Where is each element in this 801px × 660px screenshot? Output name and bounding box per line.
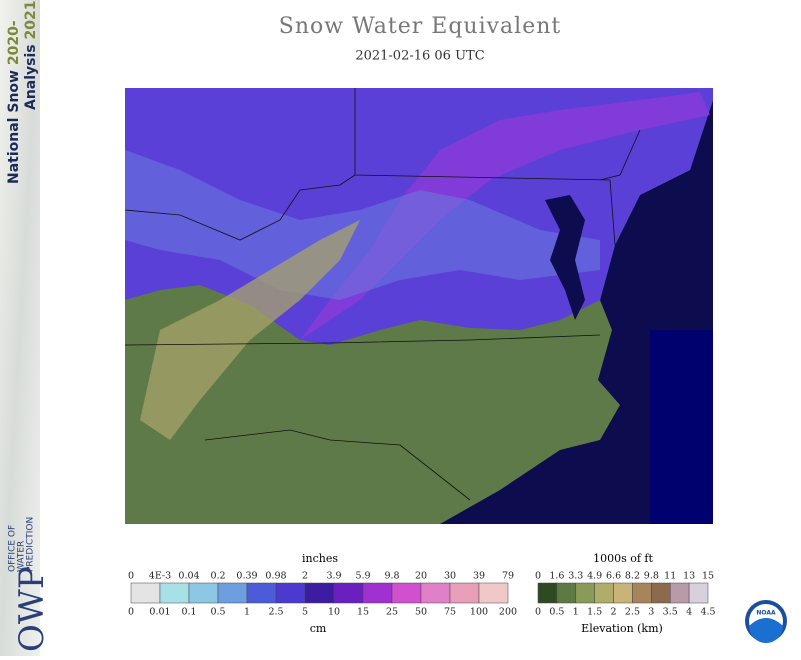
noaa-text: NOAA [756, 610, 776, 617]
org-line: PREDICTION [26, 517, 36, 572]
legend-swatch [449, 582, 480, 604]
legend-label: 5.9 [355, 571, 370, 582]
legend-label: 0 [535, 571, 541, 582]
sidebar-title: Analysis 2021 [23, 1, 39, 110]
legend-label: 0 [128, 571, 134, 582]
legend-label: 3.3 [568, 571, 583, 582]
legend-label: 0.04 [178, 571, 199, 582]
legend-label: 9.8 [384, 571, 399, 582]
legend-label: 50 [415, 607, 427, 618]
legend-label: 2 [611, 607, 617, 618]
legend-label: 0.5 [549, 607, 564, 618]
legend-label: 10 [328, 607, 340, 618]
legend-label: 75 [444, 607, 456, 618]
legend-unit: 1000s of ft [593, 552, 653, 565]
legend-label: 1 [244, 607, 250, 618]
legend-swatch [537, 582, 558, 604]
legend-swatch [632, 582, 652, 604]
legend-label: 20 [415, 571, 427, 582]
legend-swatch [688, 582, 709, 604]
legend-label: 0.2 [210, 571, 225, 582]
legend-label: 13 [683, 571, 695, 582]
legend-swatch [420, 582, 451, 604]
map [124, 88, 713, 524]
legend-label: 3 [648, 607, 654, 618]
legend-label: 6.6 [606, 571, 621, 582]
snow-light [125, 150, 600, 300]
legend-unit: Elevation (km) [581, 622, 663, 635]
legend-label: 11 [664, 571, 676, 582]
bay [545, 195, 585, 320]
legend-label: 100 [470, 607, 488, 618]
owp-logo: OWP [12, 566, 52, 652]
legend-swatch [130, 582, 161, 604]
legend-label: 1 [573, 607, 579, 618]
sidebar-title-line: Analysis [23, 44, 39, 110]
legend-label: 1.5 [587, 607, 602, 618]
legend-label: 2 [302, 571, 308, 582]
legend-label: 200 [499, 607, 517, 618]
legend-swatch [188, 582, 219, 604]
title: Snow Water Equivalent [279, 14, 561, 39]
legend-label: 79 [502, 571, 514, 582]
legend-swatch [391, 582, 422, 604]
noaa-logo: NOAA [745, 600, 787, 643]
legend-swatch [478, 582, 509, 604]
legend-label: 15 [702, 571, 714, 582]
org-name: OFFICE OF WATER PREDICTION [8, 517, 36, 572]
borders [124, 88, 641, 501]
legend-swatch [362, 582, 393, 604]
sidebar-title: National Snow 2020- [6, 20, 22, 184]
legend-label: 0.1 [181, 607, 196, 618]
legend-label: 2.5 [268, 607, 283, 618]
legend-swatch [304, 582, 335, 604]
legend-swatch [159, 582, 190, 604]
legend-label: 0 [535, 607, 541, 618]
sidebar-years: 2020- [6, 20, 22, 65]
sidebar [0, 0, 40, 656]
legend-label: 25 [386, 607, 398, 618]
sidebar-title-line: National Snow [6, 70, 22, 184]
legend-swatch [217, 582, 248, 604]
legend-unit: cm [310, 622, 327, 635]
org-line: OFFICE OF [8, 525, 18, 572]
legend-swatch [556, 582, 577, 604]
legend-label: 5 [302, 607, 308, 618]
subtitle: 2021-02-16 06 UTC [355, 49, 484, 64]
legend-label: 3.5 [663, 607, 678, 618]
snow-heavy [300, 92, 710, 340]
legend-swatch [275, 582, 306, 604]
legend-label: 2.5 [625, 607, 640, 618]
legend-label: 9.8 [644, 571, 659, 582]
legend-swatch [333, 582, 364, 604]
legend-label: 30 [444, 571, 456, 582]
legend-swatch [651, 582, 671, 604]
legend-swatch [669, 582, 690, 604]
legend-swatch [613, 582, 633, 604]
legend-label: 4.9 [587, 571, 602, 582]
legend-label: 4E-3 [149, 571, 171, 582]
ocean-block [650, 330, 713, 524]
legend-label: 8.2 [625, 571, 640, 582]
legend-label: 3.9 [326, 571, 341, 582]
legend-label: 15 [357, 607, 369, 618]
legend-label: 0 [128, 607, 134, 618]
legend-label: 4 [686, 607, 692, 618]
org-line: WATER [17, 541, 27, 572]
legend-unit: inches [302, 552, 338, 565]
legend-label: 4.5 [700, 607, 715, 618]
legend-swatch [575, 582, 595, 604]
legend-label: 1.6 [549, 571, 564, 582]
mountains [140, 220, 360, 440]
sidebar-years: 2021 [23, 1, 39, 40]
legend-swatch [594, 582, 614, 604]
legend-label: 39 [473, 571, 485, 582]
legend-label: 0.98 [265, 571, 286, 582]
legend-label: 0.01 [149, 607, 170, 618]
legend-label: 0.5 [210, 607, 225, 618]
legend-swatch [246, 582, 277, 604]
legend-label: 0.39 [236, 571, 257, 582]
